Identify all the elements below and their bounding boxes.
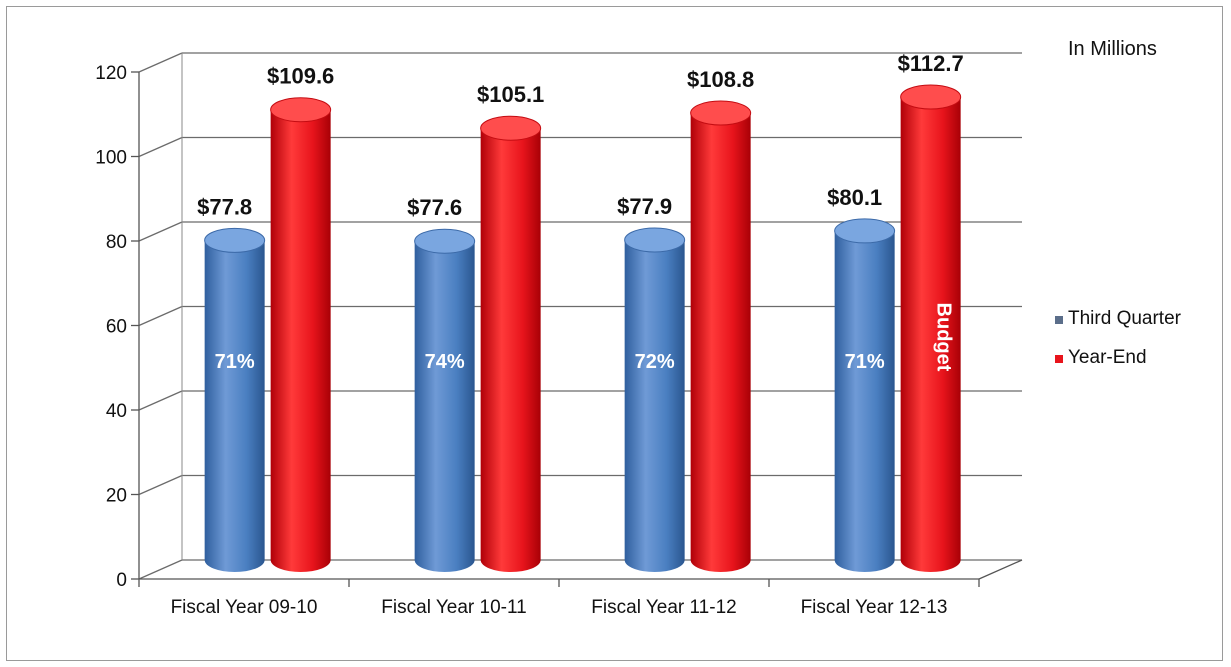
- x-tick-label: Fiscal Year 09-10: [171, 597, 318, 618]
- gridline-side: [138, 52, 183, 73]
- y-tick-label: 120: [95, 63, 127, 84]
- bar-third-quarter: [414, 228, 476, 572]
- bar-third-quarter: [624, 227, 686, 573]
- gridline-side: [138, 221, 183, 242]
- gridline-side: [138, 305, 183, 327]
- data-label: $77.8: [197, 194, 252, 219]
- y-tick-label: 20: [106, 486, 127, 507]
- bar-year-end: [690, 100, 752, 572]
- floor-right-edge: [978, 559, 1023, 580]
- gridline-side: [138, 390, 183, 411]
- bar-third-quarter: [204, 227, 266, 572]
- y-tick-label: 0: [116, 570, 127, 591]
- data-label: $80.1: [827, 185, 882, 210]
- y-tick-label: 60: [106, 317, 127, 338]
- units-note: In Millions: [1068, 38, 1157, 60]
- gridline-side: [138, 474, 183, 496]
- percent-label: 71%: [215, 351, 255, 373]
- data-label: $77.6: [407, 195, 462, 220]
- data-label: $77.9: [617, 194, 672, 219]
- percent-label: 71%: [845, 351, 885, 373]
- legend-label: Year-End: [1068, 347, 1147, 368]
- x-tick-label: Fiscal Year 12-13: [801, 597, 948, 618]
- legend-item-year-end: Year-End: [1055, 347, 1147, 368]
- percent-label: 74%: [425, 351, 465, 373]
- gridline-side: [138, 136, 183, 158]
- bar-year-end: [270, 97, 332, 572]
- bar-year-end: [480, 115, 542, 572]
- budget-label: Budget: [933, 303, 955, 372]
- legend-label: Third Quarter: [1068, 308, 1182, 329]
- data-label: $108.8: [687, 67, 754, 92]
- percent-label: 72%: [635, 351, 675, 373]
- bar-year-end: [900, 84, 962, 572]
- chart-frame: 0 20 40 60 80 100 120 Fiscal Year 09-10 Fiscal Y…: [6, 6, 1223, 661]
- y-tick-label: 80: [106, 232, 127, 253]
- legend-swatch: [1055, 316, 1063, 324]
- y-tick-label: 100: [95, 148, 127, 169]
- bar-chart: 0 20 40 60 80 100 120 Fiscal Year 09-10 Fiscal Y…: [95, 38, 1182, 618]
- y-tick-label: 40: [106, 401, 127, 422]
- legend-item-third-quarter: Third Quarter: [1055, 308, 1182, 329]
- data-label: $112.7: [898, 51, 964, 76]
- bar-third-quarter: [834, 218, 896, 573]
- data-label: $109.6: [267, 64, 334, 89]
- x-tick-label: Fiscal Year 11-12: [591, 597, 736, 618]
- data-label: $105.1: [477, 82, 544, 107]
- legend-swatch: [1055, 355, 1063, 363]
- gridline-side: [138, 559, 183, 580]
- x-tick-label: Fiscal Year 10-11: [381, 597, 526, 618]
